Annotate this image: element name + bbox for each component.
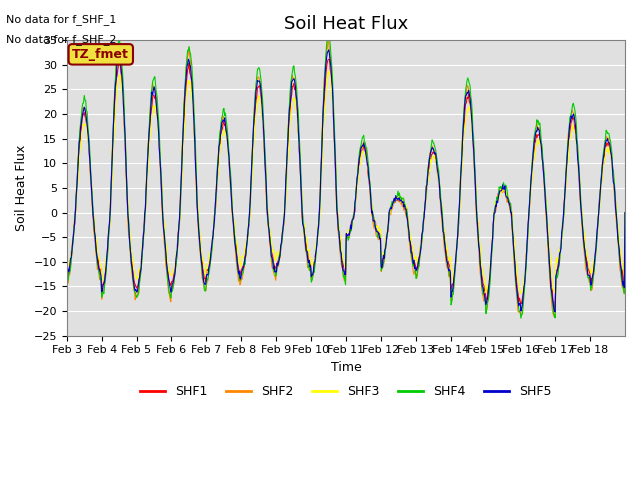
SHF3 — [259, 120, 266, 125]
SHF4 — [436, 180, 444, 185]
SHF5 — [621, 210, 629, 216]
Text: No data for f_SHF_1: No data for f_SHF_1 — [6, 14, 116, 25]
Title: Soil Heat Flux: Soil Heat Flux — [284, 15, 408, 33]
Text: TZ_fmet: TZ_fmet — [72, 48, 129, 61]
SHF1 — [621, 210, 629, 216]
SHF4 — [280, 219, 287, 225]
SHF5 — [404, 223, 412, 228]
SHF2 — [324, 36, 332, 42]
SHF1 — [63, 267, 70, 273]
SHF5 — [280, 218, 287, 224]
SHF5 — [325, 47, 333, 53]
SHF2 — [436, 185, 444, 191]
SHF3 — [404, 215, 412, 221]
SHF3 — [517, 291, 525, 297]
Text: No data for f_SHF_2: No data for f_SHF_2 — [6, 34, 117, 45]
SHF3 — [231, 227, 239, 232]
SHF2 — [259, 114, 266, 120]
SHF1 — [259, 114, 266, 120]
SHF1 — [436, 183, 444, 189]
SHF5 — [436, 182, 444, 188]
SHF4 — [517, 315, 525, 321]
SHF4 — [63, 278, 70, 284]
SHF1 — [326, 56, 333, 62]
SHF2 — [404, 226, 412, 231]
SHF5 — [259, 110, 266, 116]
SHF4 — [129, 270, 136, 276]
SHF5 — [129, 265, 136, 271]
SHF3 — [436, 184, 444, 190]
SHF3 — [63, 259, 70, 264]
SHF1 — [280, 222, 287, 228]
SHF3 — [129, 254, 136, 260]
SHF4 — [259, 96, 266, 102]
Y-axis label: Soil Heat Flux: Soil Heat Flux — [15, 145, 28, 231]
SHF4 — [231, 234, 239, 240]
SHF1 — [231, 235, 239, 240]
SHF3 — [326, 68, 333, 74]
SHF2 — [280, 221, 287, 227]
SHF2 — [129, 274, 136, 280]
Line: SHF5: SHF5 — [67, 50, 625, 312]
SHF3 — [621, 210, 629, 216]
X-axis label: Time: Time — [330, 361, 361, 374]
SHF5 — [551, 309, 559, 314]
SHF2 — [231, 242, 239, 248]
SHF1 — [129, 261, 136, 267]
Line: SHF3: SHF3 — [67, 71, 625, 294]
SHF3 — [280, 217, 287, 223]
SHF2 — [621, 210, 629, 216]
SHF5 — [63, 273, 70, 278]
SHF2 — [550, 313, 558, 319]
Line: SHF2: SHF2 — [67, 39, 625, 316]
SHF4 — [326, 34, 333, 39]
Line: SHF4: SHF4 — [67, 36, 625, 318]
SHF5 — [231, 240, 239, 246]
Line: SHF1: SHF1 — [67, 59, 625, 309]
SHF1 — [550, 306, 558, 312]
SHF4 — [621, 210, 629, 216]
Legend: SHF1, SHF2, SHF3, SHF4, SHF5: SHF1, SHF2, SHF3, SHF4, SHF5 — [135, 380, 557, 403]
SHF1 — [404, 221, 412, 227]
SHF4 — [404, 224, 412, 230]
SHF2 — [63, 280, 70, 286]
